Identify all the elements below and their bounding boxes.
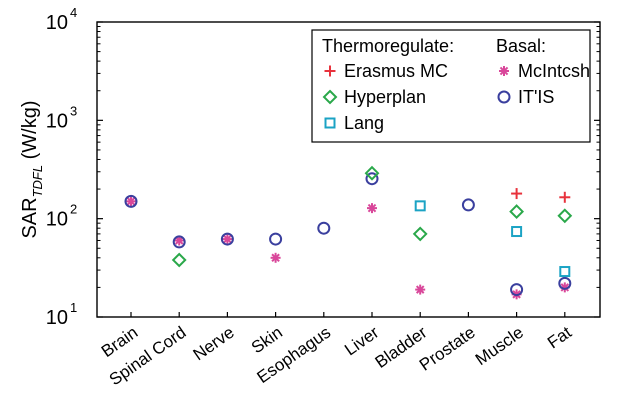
diamond-marker xyxy=(412,226,428,242)
circle-marker xyxy=(269,232,283,246)
asterisk-marker-arm xyxy=(126,197,136,206)
data-point xyxy=(511,188,523,200)
data-point xyxy=(365,172,379,186)
data-point xyxy=(126,196,136,207)
legend-group-title: Basal: xyxy=(496,36,546,56)
legend-marker xyxy=(322,89,338,105)
legend-label: Erasmus MC xyxy=(344,61,448,81)
data-point xyxy=(364,165,380,181)
data-point xyxy=(269,232,283,246)
y-tick-label: 10 xyxy=(46,209,68,231)
asterisk-marker-arm xyxy=(415,285,425,294)
y-tick-label: 10 xyxy=(46,110,68,132)
data-point xyxy=(317,221,331,235)
square-marker xyxy=(324,117,336,129)
asterisk-marker-arm xyxy=(174,236,184,245)
data-point xyxy=(124,194,138,208)
data-point xyxy=(220,232,234,246)
data-point xyxy=(558,276,572,290)
x-tick-label: Fat xyxy=(544,323,575,353)
data-point xyxy=(172,235,186,249)
data-point xyxy=(415,284,426,295)
asterisk-marker-arm xyxy=(367,203,377,213)
circle-marker xyxy=(124,194,138,208)
circle-marker xyxy=(220,232,234,246)
square-marker xyxy=(414,200,426,212)
diamond-marker xyxy=(171,252,187,268)
asterisk-marker-arm xyxy=(271,253,280,263)
circle-marker xyxy=(497,90,511,104)
data-point xyxy=(511,226,523,238)
y-tick-exponent: 4 xyxy=(70,5,77,20)
legend-marker xyxy=(499,66,509,76)
y-tick-label: 10 xyxy=(46,12,68,34)
data-point xyxy=(510,283,524,297)
legend-label: Hyperplan xyxy=(344,87,426,107)
square-marker xyxy=(511,226,523,238)
data-point xyxy=(461,198,475,212)
legend-label: Lang xyxy=(344,113,384,133)
data-point xyxy=(559,191,571,203)
asterisk-marker-arm xyxy=(223,234,232,244)
data-point xyxy=(171,252,187,268)
y-tick-label: 10 xyxy=(46,307,68,329)
data-point xyxy=(509,204,525,220)
circle-marker xyxy=(172,235,186,249)
data-point xyxy=(557,208,573,224)
legend-label: IT'IS xyxy=(518,87,554,107)
diamond-marker xyxy=(364,165,380,181)
legend-marker xyxy=(324,65,336,77)
circle-marker xyxy=(317,221,331,235)
y-tick-exponent: 2 xyxy=(70,202,77,217)
legend-label: McIntcsh xyxy=(518,61,590,81)
diamond-marker xyxy=(557,208,573,224)
asterisk-marker-arm xyxy=(560,283,570,292)
legend-box xyxy=(311,29,591,143)
data-point xyxy=(414,200,426,212)
diamond-marker xyxy=(509,204,525,220)
y-axis-label-main: SAR xyxy=(19,197,41,238)
circle-marker xyxy=(365,172,379,186)
circle-marker xyxy=(510,283,524,297)
square-marker xyxy=(559,266,571,278)
y-axis-label: SARTDFL (W/kg) xyxy=(19,100,45,238)
asterisk-marker-arm xyxy=(499,66,509,76)
data-point xyxy=(412,226,428,242)
y-tick-exponent: 1 xyxy=(70,300,77,315)
data-point xyxy=(367,203,377,214)
x-tick-label: Prostate xyxy=(416,323,479,375)
legend-marker xyxy=(324,117,336,129)
legend-group-title: Thermoregulate: xyxy=(322,36,454,56)
diamond-marker xyxy=(322,89,338,105)
data-point xyxy=(222,234,233,245)
plot-frame xyxy=(96,21,601,318)
data-point xyxy=(270,252,281,263)
y-tick-exponent: 3 xyxy=(70,103,77,118)
y-axis-label-subscript: TDFL xyxy=(30,165,45,198)
y-axis-label-unit: (W/kg) xyxy=(19,100,41,164)
circle-marker xyxy=(461,198,475,212)
data-point xyxy=(559,266,571,278)
x-tick-label: Muscle xyxy=(472,323,527,369)
circle-marker xyxy=(558,276,572,290)
legend-marker xyxy=(497,90,511,104)
x-tick-label: Nerve xyxy=(190,323,238,365)
